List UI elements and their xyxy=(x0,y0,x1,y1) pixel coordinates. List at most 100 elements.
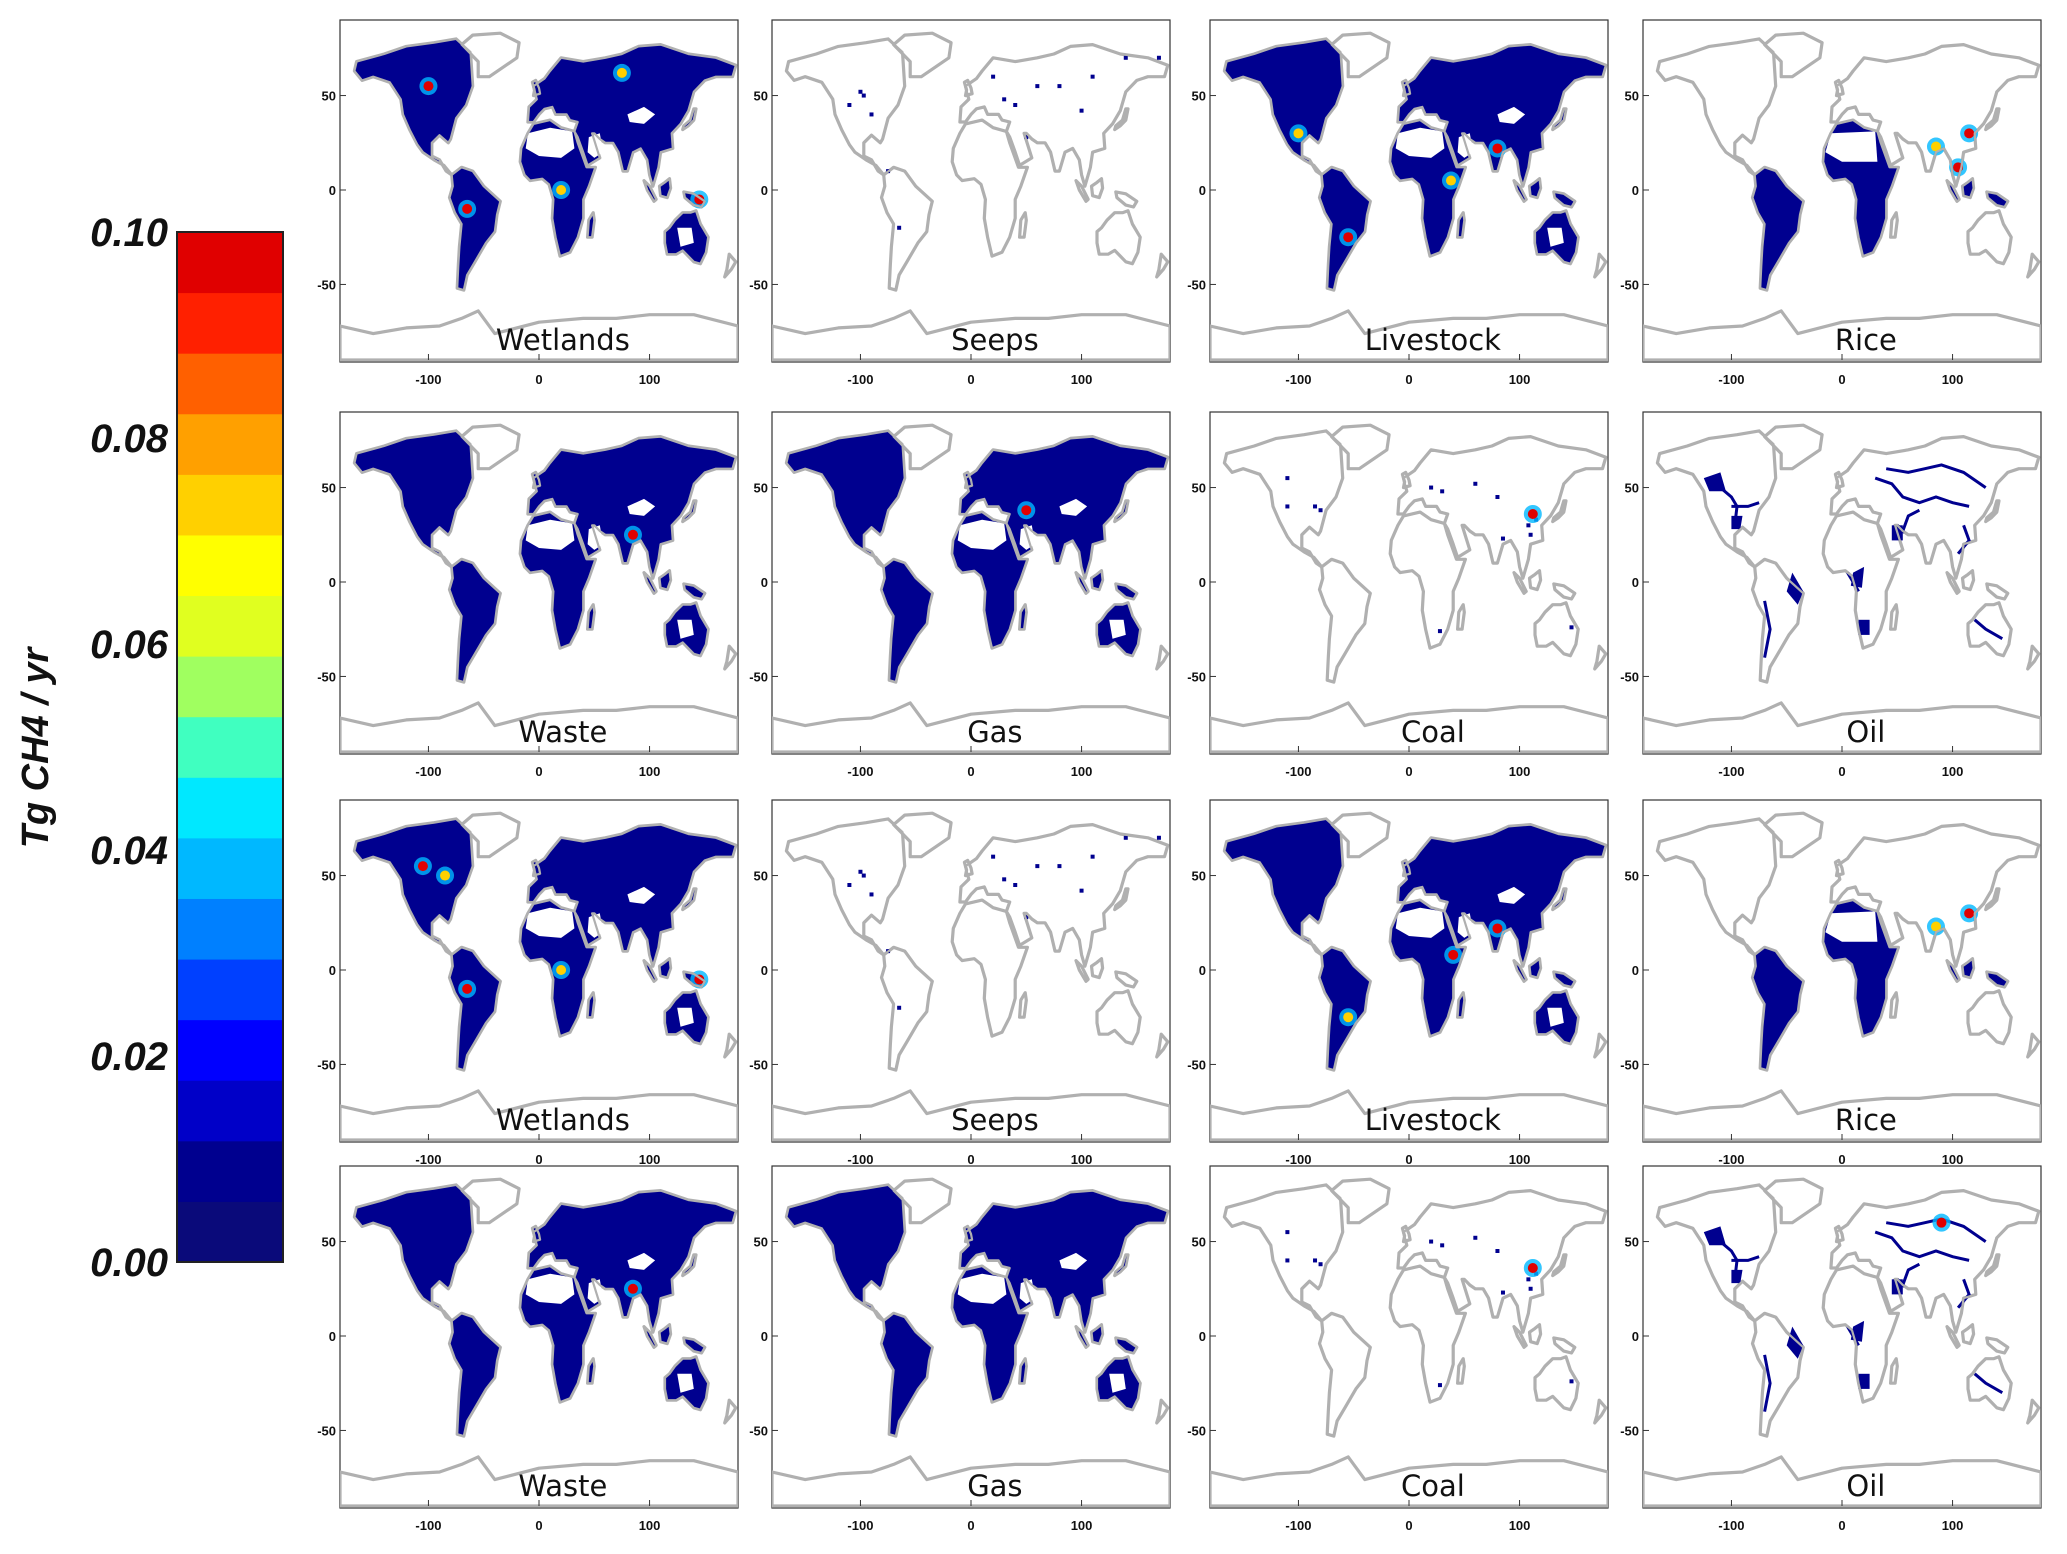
emission-cell xyxy=(897,1005,902,1010)
hotspot xyxy=(616,67,627,78)
y-tick-label: -50 xyxy=(749,1057,768,1072)
x-tick-label: 0 xyxy=(967,372,974,387)
panel-title: Waste xyxy=(518,715,607,749)
coastline-outline xyxy=(681,107,698,131)
colorbar-swatch xyxy=(177,232,283,294)
map-content xyxy=(772,1177,1170,1508)
coastline-outline xyxy=(1961,957,1975,979)
y-tick-label: 0 xyxy=(329,575,336,590)
y-tick-label: 50 xyxy=(754,1235,768,1250)
emission-cell xyxy=(1500,1290,1505,1295)
colorbar-swatch xyxy=(177,534,283,597)
coastline-outline xyxy=(526,43,737,188)
hotspot xyxy=(462,983,473,994)
y-tick-label: 50 xyxy=(1192,1235,1206,1250)
coastline-outline xyxy=(1528,569,1542,591)
coastline-outline xyxy=(1822,119,1900,258)
coastline-outline xyxy=(586,1357,596,1385)
coastline-outline xyxy=(448,946,502,1072)
pipeline-emission xyxy=(1973,618,2004,641)
coastline-outline xyxy=(1512,1325,1528,1349)
coastline-outline xyxy=(658,957,672,979)
coastline-outline xyxy=(681,887,698,911)
coastline-outline xyxy=(1961,177,1975,199)
emission-cell xyxy=(1090,854,1095,859)
panel-title: Wetlands xyxy=(496,1103,630,1137)
coastline-outline xyxy=(1889,603,1899,631)
emission-cell xyxy=(897,225,902,230)
coastline-outline xyxy=(1966,1355,2013,1411)
coastline-outline xyxy=(1829,43,2040,188)
hotspot xyxy=(1343,1012,1354,1023)
no-emission-area xyxy=(677,619,694,639)
emission-cell xyxy=(1569,1379,1574,1384)
y-tick-label: 50 xyxy=(1192,89,1206,104)
colorbar-swatch xyxy=(177,959,283,1021)
no-emission-area xyxy=(1109,619,1126,639)
y-tick-label: 0 xyxy=(1632,963,1639,978)
emission-cell xyxy=(1437,629,1442,634)
emission-region xyxy=(1986,971,2008,987)
no-emission-area xyxy=(957,1273,1007,1304)
x-tick-label: 0 xyxy=(967,1152,974,1167)
emission-region xyxy=(1752,167,1804,291)
coastline-outline xyxy=(642,571,658,595)
coastline-outline xyxy=(1074,571,1090,595)
emission-cell xyxy=(869,892,874,897)
hotspot xyxy=(1343,232,1354,243)
map-panel-coal: 50 0 -50 -100 0 100 Coal xyxy=(1187,1165,1609,1533)
emission-cell xyxy=(847,883,852,887)
y-tick-label: 50 xyxy=(1625,89,1639,104)
emission-cell xyxy=(1002,877,1007,882)
coastline-outline xyxy=(1593,253,1607,278)
coastline-outline xyxy=(1389,899,1467,1038)
coastline-outline xyxy=(1401,471,1412,489)
emission-cell xyxy=(1285,476,1290,481)
emission-cell xyxy=(1090,74,1095,79)
coastline-outline xyxy=(1114,190,1138,209)
coastline-outline xyxy=(1751,166,1805,292)
emission-region xyxy=(644,1326,657,1348)
panel-title: Coal xyxy=(1401,715,1465,749)
coastline-outline xyxy=(2026,1033,2040,1058)
coastline-outline xyxy=(1552,190,1576,209)
emission-cell xyxy=(1440,489,1445,494)
y-tick-label: -50 xyxy=(749,669,768,684)
coastline-outline xyxy=(1113,1253,1130,1277)
x-tick-label: 0 xyxy=(967,1518,974,1533)
coastline-outline xyxy=(958,1189,1169,1334)
y-tick-label: 50 xyxy=(1625,869,1639,884)
coastline-outline xyxy=(1985,582,2009,601)
colorbar-swatch xyxy=(177,595,283,657)
coastline-outline xyxy=(519,511,597,650)
hotspot xyxy=(556,965,567,975)
colorbar-swatch xyxy=(177,1080,283,1142)
emission-cell xyxy=(847,103,852,107)
x-tick-label: 100 xyxy=(1509,764,1531,779)
x-tick-label: 0 xyxy=(535,1152,542,1167)
coastline-outline xyxy=(1095,1355,1142,1411)
no-emission-area xyxy=(1547,227,1564,247)
emission-cell xyxy=(1079,108,1084,113)
x-tick-label: 0 xyxy=(1838,372,1845,387)
coastline-outline xyxy=(448,558,502,684)
emission-region xyxy=(1947,180,1960,202)
coastline-outline xyxy=(723,253,737,278)
coastline-outline xyxy=(340,1089,738,1142)
coastline-outline xyxy=(682,1336,706,1355)
coastline-outline xyxy=(723,1033,737,1058)
emission-cell xyxy=(1156,835,1161,840)
coastline-outline xyxy=(1551,499,1568,523)
x-tick-label: 0 xyxy=(1838,1518,1845,1533)
y-tick-label: 50 xyxy=(322,869,336,884)
coastline-outline xyxy=(1318,1312,1372,1438)
coastline-outline xyxy=(531,1225,542,1243)
colorbar-swatch xyxy=(177,777,283,839)
coastline-outline xyxy=(1593,645,1607,670)
coastline-outline xyxy=(519,1265,597,1404)
y-tick-label: -50 xyxy=(317,1423,336,1438)
coastline-outline xyxy=(1456,991,1466,1019)
coastline-outline xyxy=(460,1178,521,1224)
coastline-outline xyxy=(1210,1455,1608,1508)
coastline-outline xyxy=(1155,1399,1169,1424)
